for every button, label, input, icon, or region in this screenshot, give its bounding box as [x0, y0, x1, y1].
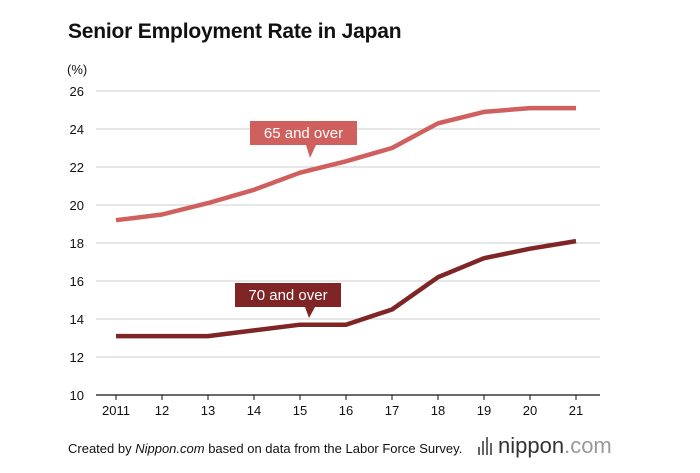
- x-tick-label: 20: [523, 403, 537, 418]
- footer-source: Nippon.com: [135, 441, 205, 456]
- x-tick-label: 17: [385, 403, 399, 418]
- y-axis-ticks: 10 12 14 16 18 20 22 24 26: [70, 84, 84, 403]
- y-tick-label: 24: [70, 122, 84, 137]
- y-tick-label: 10: [70, 388, 84, 403]
- x-tick-label: 21: [569, 403, 583, 418]
- y-tick-label: 12: [70, 350, 84, 365]
- y-axis-label: (%): [67, 62, 87, 77]
- y-tick-label: 26: [70, 84, 84, 99]
- y-tick-label: 22: [70, 160, 84, 175]
- series-labels: 65 and over 70 and over: [235, 121, 357, 318]
- y-tick-label: 14: [70, 312, 84, 327]
- logo-bars-icon: [478, 437, 492, 455]
- x-tick-label: 19: [477, 403, 491, 418]
- x-tick-label: 14: [247, 403, 261, 418]
- x-axis: 2011 12 13 14 15 16 17 18 19 20 21: [96, 394, 600, 418]
- x-tick-label: 15: [293, 403, 307, 418]
- label-70-and-over-text: 70 and over: [248, 287, 327, 304]
- x-tick-label: 16: [339, 403, 353, 418]
- gridlines: [96, 90, 600, 358]
- y-tick-label: 18: [70, 236, 84, 251]
- footer-prefix: Created by: [68, 441, 136, 456]
- label-65-and-over-text: 65 and over: [264, 125, 343, 142]
- x-tick-label: 12: [155, 403, 169, 418]
- label-65-and-over-box: [250, 121, 357, 158]
- brand-name: nippon: [498, 433, 565, 458]
- x-tick-label: 2011: [102, 403, 130, 418]
- y-tick-label: 16: [70, 274, 84, 289]
- series-lines: [115, 105, 577, 339]
- chart-title: Senior Employment Rate in Japan: [68, 20, 402, 43]
- x-tick-label: 13: [201, 403, 215, 418]
- brand-tld: .com: [564, 433, 612, 458]
- series-line-70-and-over: [116, 238, 577, 339]
- x-tick-label: 18: [431, 403, 445, 418]
- label-70-and-over-box: [235, 283, 341, 318]
- y-tick-label: 20: [70, 198, 84, 213]
- nippon-logo: nippon .com: [478, 433, 612, 459]
- source-footer: Created by Nippon.com based on data from…: [68, 441, 462, 456]
- footer-suffix: based on data from the Labor Force Surve…: [204, 441, 463, 456]
